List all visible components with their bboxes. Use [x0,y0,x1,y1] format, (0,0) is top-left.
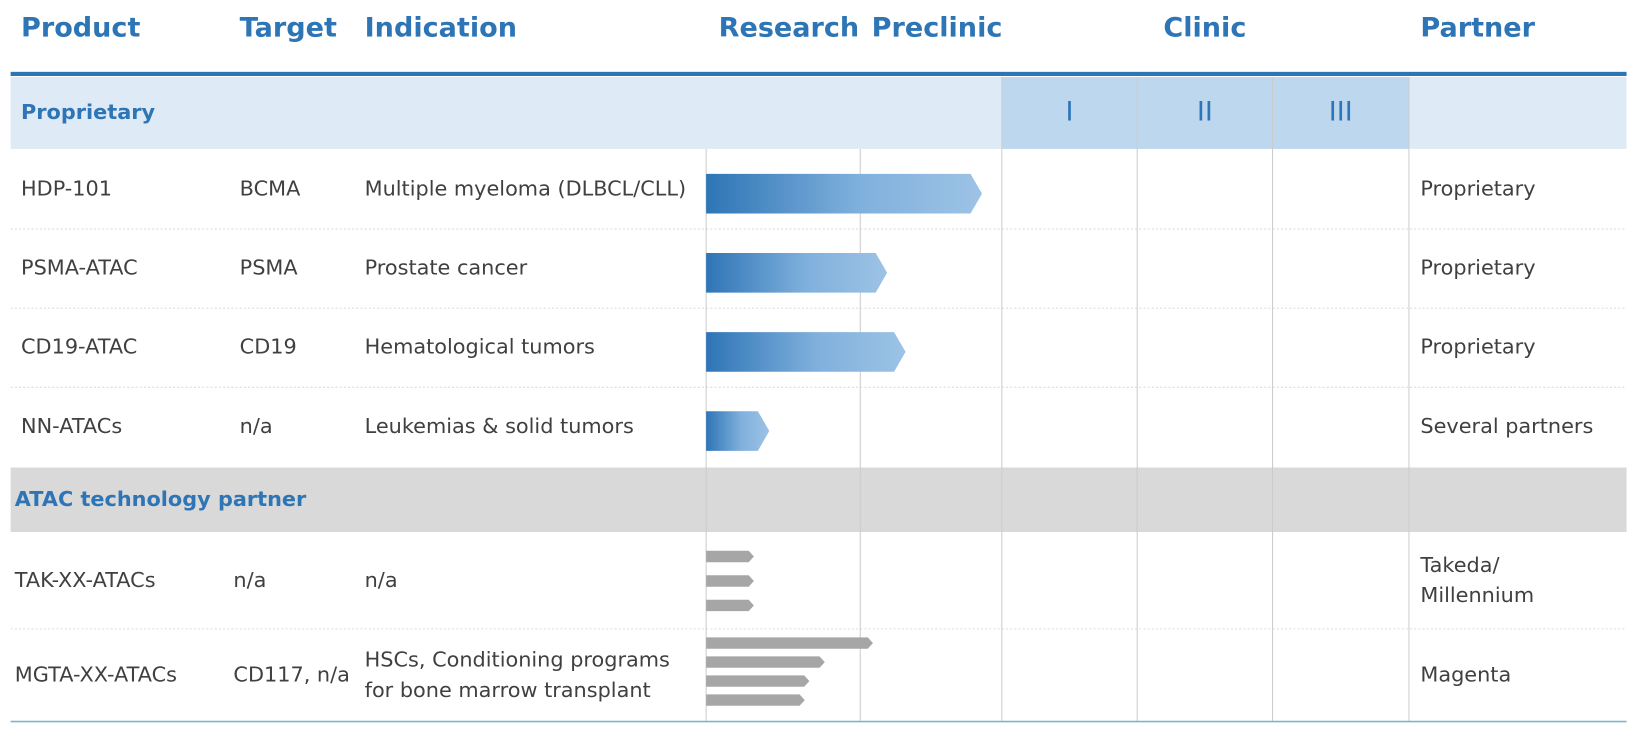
partner: Millennium [1420,583,1534,607]
section-title: Proprietary [21,100,155,124]
phase-label: III [1329,96,1353,127]
target: BCMA [240,176,301,200]
progress-bar [706,637,873,649]
grid [10,77,1627,722]
partner: Proprietary [1420,176,1535,200]
progress-bar [706,694,805,706]
target: CD19 [240,335,297,359]
header-clinic: Clinic [1163,13,1246,44]
progress-bar [706,575,754,587]
phase-box [1272,77,1409,149]
header-preclinic: Preclinic [872,13,1003,44]
indication: Multiple myeloma (DLBCL/CLL) [365,176,686,200]
section-band [10,467,1627,533]
header-research: Research [719,13,860,44]
section-title: ATAC technology partner [15,487,307,511]
indication: Hematological tumors [365,335,595,359]
progress-bar [706,656,825,668]
partner: Proprietary [1420,335,1535,359]
phase-label: II [1197,96,1213,127]
target: CD117, n/a [233,663,349,687]
progress-bar [706,332,906,372]
header-rule [10,71,1627,77]
product: PSMA-ATAC [21,256,138,280]
header-target: Target [240,13,337,44]
indication: HSCs, Conditioning programs [365,648,670,672]
product: CD19-ATAC [21,335,137,359]
header-product: Product [21,13,140,44]
partner: Takeda/ [1419,553,1500,577]
progress-bar [706,599,754,612]
target: n/a [233,568,266,592]
phase-box [1001,77,1138,149]
indication: for bone marrow transplant [365,678,651,702]
progress-bar [706,253,888,293]
phase-box [1137,77,1273,149]
target: n/a [240,414,273,438]
partner: Several partners [1420,414,1593,438]
product: MGTA-XX-ATACs [15,663,177,687]
product: NN-ATACs [21,414,122,438]
indication: Prostate cancer [365,256,528,280]
progress-bar [706,173,983,214]
header-indication: Indication [365,13,517,44]
indication: Leukemias & solid tumors [365,414,634,438]
product: TAK-XX-ATACs [14,568,156,592]
partner: Magenta [1420,663,1511,687]
product: HDP-101 [21,176,112,200]
partner: Proprietary [1420,256,1535,280]
progress-bar [706,675,810,687]
target: PSMA [240,256,299,280]
phase-label: I [1066,96,1074,127]
indication: n/a [365,568,398,592]
progress-bar [706,550,754,563]
progress-bar [706,411,770,451]
header-partner: Partner [1420,13,1535,44]
